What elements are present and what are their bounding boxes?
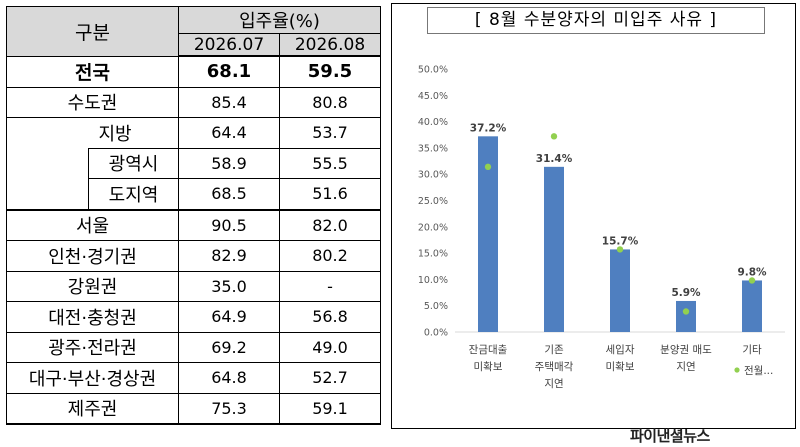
previous-month-point <box>550 133 558 140</box>
row-value-1: 58.9 <box>178 147 280 179</box>
row-label: 인천·경기권 <box>6 240 179 272</box>
y-tick-label: 0.0% <box>424 328 448 339</box>
row-value-1: 85.4 <box>178 86 280 118</box>
row-value-2: 59.1 <box>279 392 381 425</box>
row-label: 서울 <box>6 209 179 241</box>
row-label: 전국 <box>6 55 179 88</box>
y-tick-label: 25.0% <box>418 196 448 207</box>
category-label: 미확보 <box>474 360 503 373</box>
y-tick-label: 40.0% <box>418 117 448 128</box>
row-value-1: 82.9 <box>178 240 280 272</box>
row-value-1: 75.3 <box>178 392 280 425</box>
category-label: 기존 <box>544 344 564 356</box>
row-value-2: 51.6 <box>279 178 381 211</box>
row-label: 대구·부산·경상권 <box>6 362 179 394</box>
row-value-2: 52.7 <box>279 362 381 394</box>
data-label: 15.7% <box>602 235 639 247</box>
legend-marker <box>734 367 740 373</box>
watermark-logo: 파이낸셜뉴스 <box>630 427 710 445</box>
header-period-1: 2026.07 <box>178 33 280 57</box>
row-value-2: 82.0 <box>279 209 381 241</box>
category-label: 세입자 <box>606 343 635 356</box>
indent-spacer <box>6 148 89 179</box>
category-label: 지연 <box>676 361 695 373</box>
y-tick-label: 15.0% <box>418 249 448 260</box>
row-label: 광주·전라권 <box>6 331 179 363</box>
chart-panel <box>391 3 796 429</box>
row-value-2: 80.8 <box>279 86 381 118</box>
header-category: 구분 <box>6 6 179 57</box>
indent-spacer <box>6 178 89 211</box>
y-tick-label: 30.0% <box>418 170 448 181</box>
data-label: 5.9% <box>671 287 701 299</box>
row-label: 도지역 <box>88 178 179 211</box>
y-tick-label: 45.0% <box>418 91 448 102</box>
bar <box>742 280 762 332</box>
previous-month-point <box>748 277 756 284</box>
y-tick-label: 50.0% <box>418 65 448 76</box>
indent-spacer <box>6 117 89 148</box>
row-value-1: 68.1 <box>178 55 280 88</box>
category-label: 잔금대출 <box>469 344 508 356</box>
legend-label: 전월... <box>744 365 773 377</box>
occupancy-rate-table: 구분 입주율(%) 2026.07 2026.08 전국 68.1 59.5 수… <box>6 6 381 425</box>
row-value-2: 59.5 <box>279 55 381 88</box>
header-period-2: 2026.08 <box>279 33 381 57</box>
category-label: 지연 <box>544 378 563 390</box>
row-label: 수도권 <box>6 86 179 118</box>
row-value-1: 69.2 <box>178 331 280 363</box>
chart-title: [ 8월 수분양자의 미입주 사유 ] <box>427 7 765 34</box>
row-label: 대전·충청권 <box>6 301 179 333</box>
y-tick-label: 20.0% <box>418 222 448 233</box>
row-label: 광역시 <box>88 147 179 179</box>
category-label: 주택매각 <box>535 361 574 373</box>
data-label: 31.4% <box>536 153 573 165</box>
previous-month-point <box>616 246 624 253</box>
bar <box>676 300 696 332</box>
y-tick-label: 10.0% <box>418 275 448 286</box>
y-tick-label: 5.0% <box>424 301 448 312</box>
row-value-1: 90.5 <box>178 209 280 241</box>
bar <box>478 136 498 332</box>
previous-month-point <box>682 308 690 315</box>
header-occupancy-rate: 입주율(%) <box>178 6 381 34</box>
row-value-2: 49.0 <box>279 331 381 363</box>
category-label: 분양권 매도 <box>660 344 712 356</box>
category-label: 미확보 <box>606 360 635 373</box>
row-value-1: 68.5 <box>178 178 280 211</box>
bar <box>544 166 564 332</box>
category-label: 기타 <box>742 344 762 356</box>
row-label: 제주권 <box>6 392 179 425</box>
data-label: 9.8% <box>737 266 767 278</box>
previous-month-point <box>484 163 492 171</box>
y-tick-label: 35.0% <box>418 143 448 154</box>
data-label: 37.2% <box>470 122 507 134</box>
bar <box>610 249 630 332</box>
